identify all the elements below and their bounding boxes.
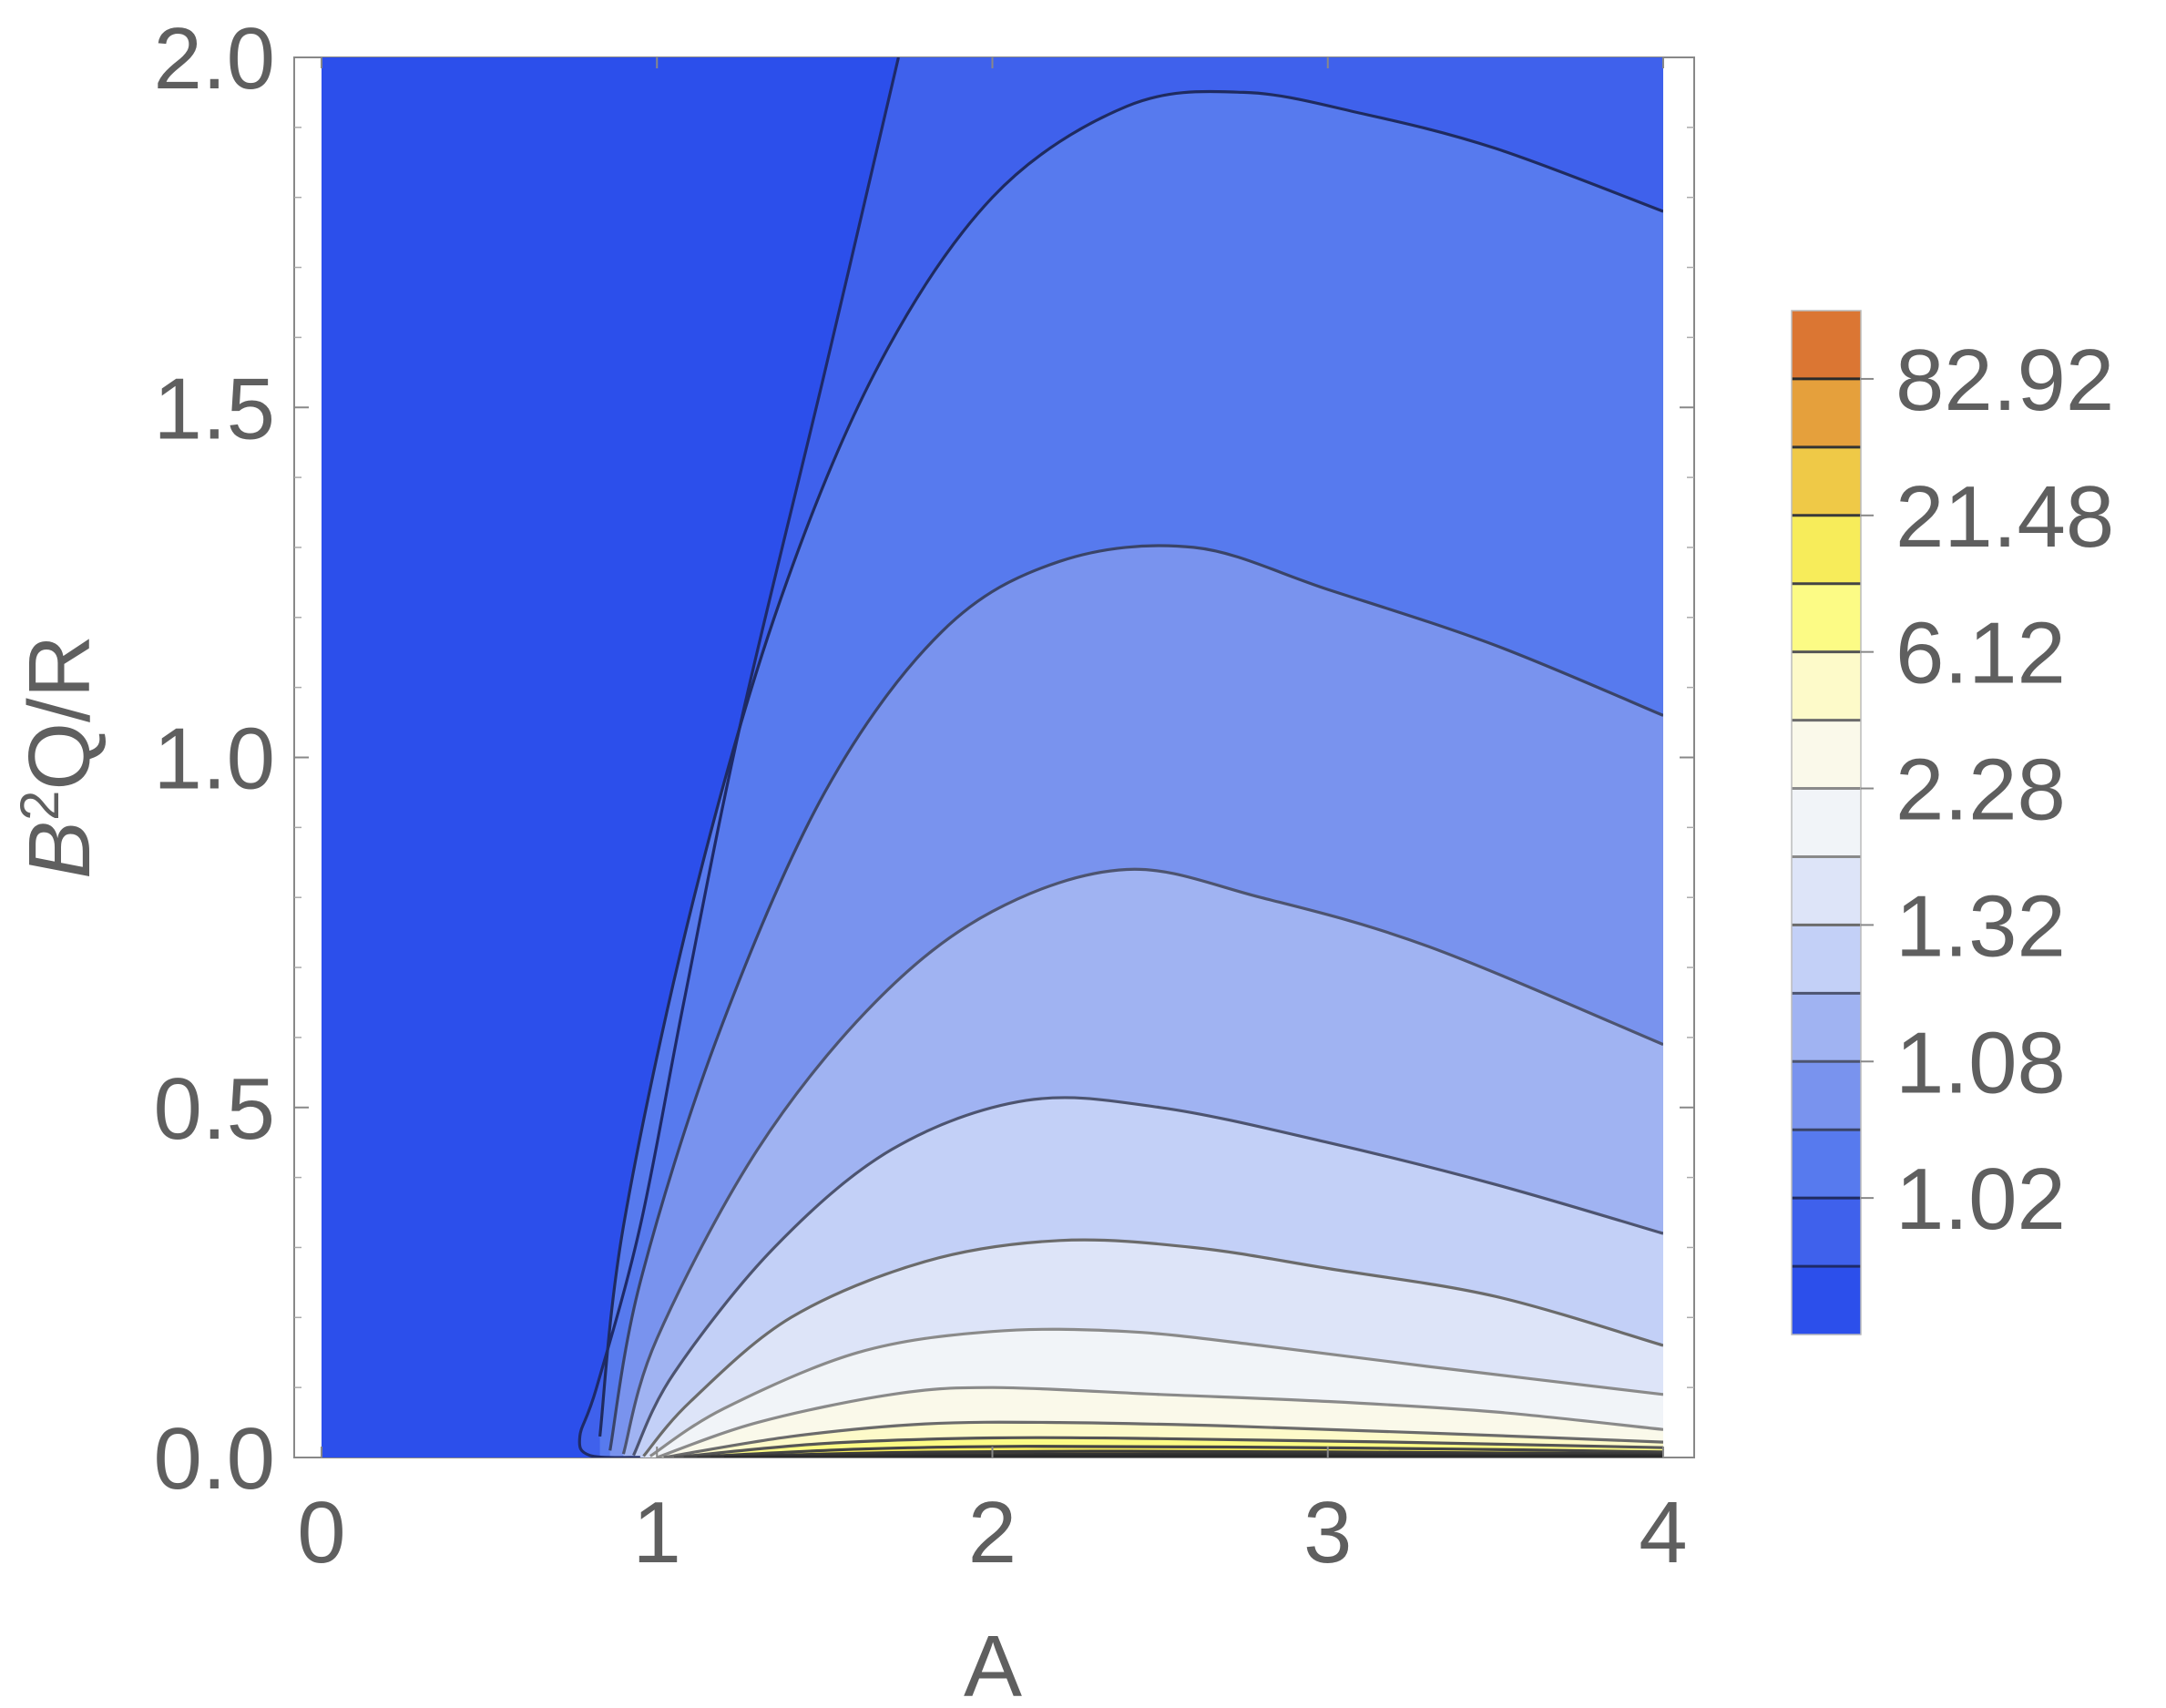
- contour-line-7: [656, 1386, 1663, 1457]
- x-axis-label: A: [964, 1618, 1022, 1708]
- x-tick-label: 4: [1639, 1484, 1687, 1581]
- legend-swatch: [1792, 446, 1861, 516]
- legend-swatch: [1792, 856, 1861, 926]
- legend-swatch: [1792, 1198, 1861, 1267]
- legend-frame: [1791, 310, 1862, 1335]
- x-tick-label: 0: [297, 1484, 345, 1581]
- legend-label: 1.02: [1895, 1151, 2066, 1248]
- legend-swatch: [1792, 993, 1861, 1062]
- contour-lines: [577, 57, 1663, 1457]
- legend-label: 21.48: [1895, 468, 2114, 566]
- legend-swatch: [1792, 925, 1861, 994]
- legend-label: 2.28: [1895, 741, 2066, 839]
- y-axis-label-sup: 2: [9, 791, 70, 821]
- legend-swatch: [1792, 1130, 1861, 1199]
- color-legend: 82.92 21.48 6.12 2.28 1.32 1.08 1.02: [1791, 310, 2114, 1335]
- contour-line-4: [632, 1096, 1663, 1457]
- contour-line-0: [577, 57, 900, 1457]
- x-axis-ticks: 0 1 2 3 4: [297, 57, 1688, 1581]
- legend-label: 82.92: [1895, 332, 2114, 429]
- y-tick-label: 2.0: [154, 10, 275, 107]
- legend-swatch: [1792, 378, 1861, 448]
- contour-line-1: [598, 89, 1663, 1437]
- legend-swatch: [1792, 1061, 1861, 1130]
- legend-swatch: [1792, 311, 1861, 380]
- y-tick-label: 1.5: [154, 360, 275, 457]
- x-tick-label: 3: [1303, 1484, 1352, 1581]
- y-axis-label-base: B: [11, 821, 108, 879]
- contour-line-13: [723, 1454, 1663, 1457]
- legend-label: 1.08: [1895, 1014, 2066, 1111]
- legend-swatch: [1792, 583, 1861, 653]
- contour-line-9: [673, 1436, 1663, 1457]
- legend-swatch: [1792, 788, 1861, 858]
- y-axis-label-rest: Q/R: [11, 635, 108, 791]
- legend-swatch: [1792, 515, 1861, 585]
- contour-band-low-left: [322, 57, 899, 1457]
- contour-line-8: [663, 1420, 1663, 1457]
- contour-line-2: [608, 544, 1663, 1451]
- legend-swatch: [1792, 1266, 1861, 1335]
- x-tick-label: 2: [968, 1484, 1017, 1581]
- y-tick-label: 0.0: [154, 1410, 275, 1508]
- contour-fills: [322, 57, 1663, 1457]
- contour-line-10: [683, 1444, 1663, 1457]
- y-axis-label: B2Q/R: [9, 635, 108, 879]
- legend-label: 6.12: [1895, 605, 2066, 702]
- legend-swatch: [1792, 720, 1861, 790]
- contour-line-5: [642, 1238, 1663, 1457]
- contour-line-3: [621, 867, 1663, 1455]
- contour-line-6: [649, 1327, 1663, 1457]
- legend-swatch: [1792, 651, 1861, 721]
- y-tick-label: 0.5: [154, 1060, 275, 1158]
- y-axis-ticks: 0.0 0.5 1.0 1.5 2.0: [154, 10, 1694, 1508]
- y-tick-label: 1.0: [154, 711, 275, 808]
- legend-label: 1.32: [1895, 877, 2066, 975]
- x-tick-label: 1: [633, 1484, 681, 1581]
- contour-line-11: [697, 1449, 1663, 1457]
- contour-field: [322, 57, 1663, 1457]
